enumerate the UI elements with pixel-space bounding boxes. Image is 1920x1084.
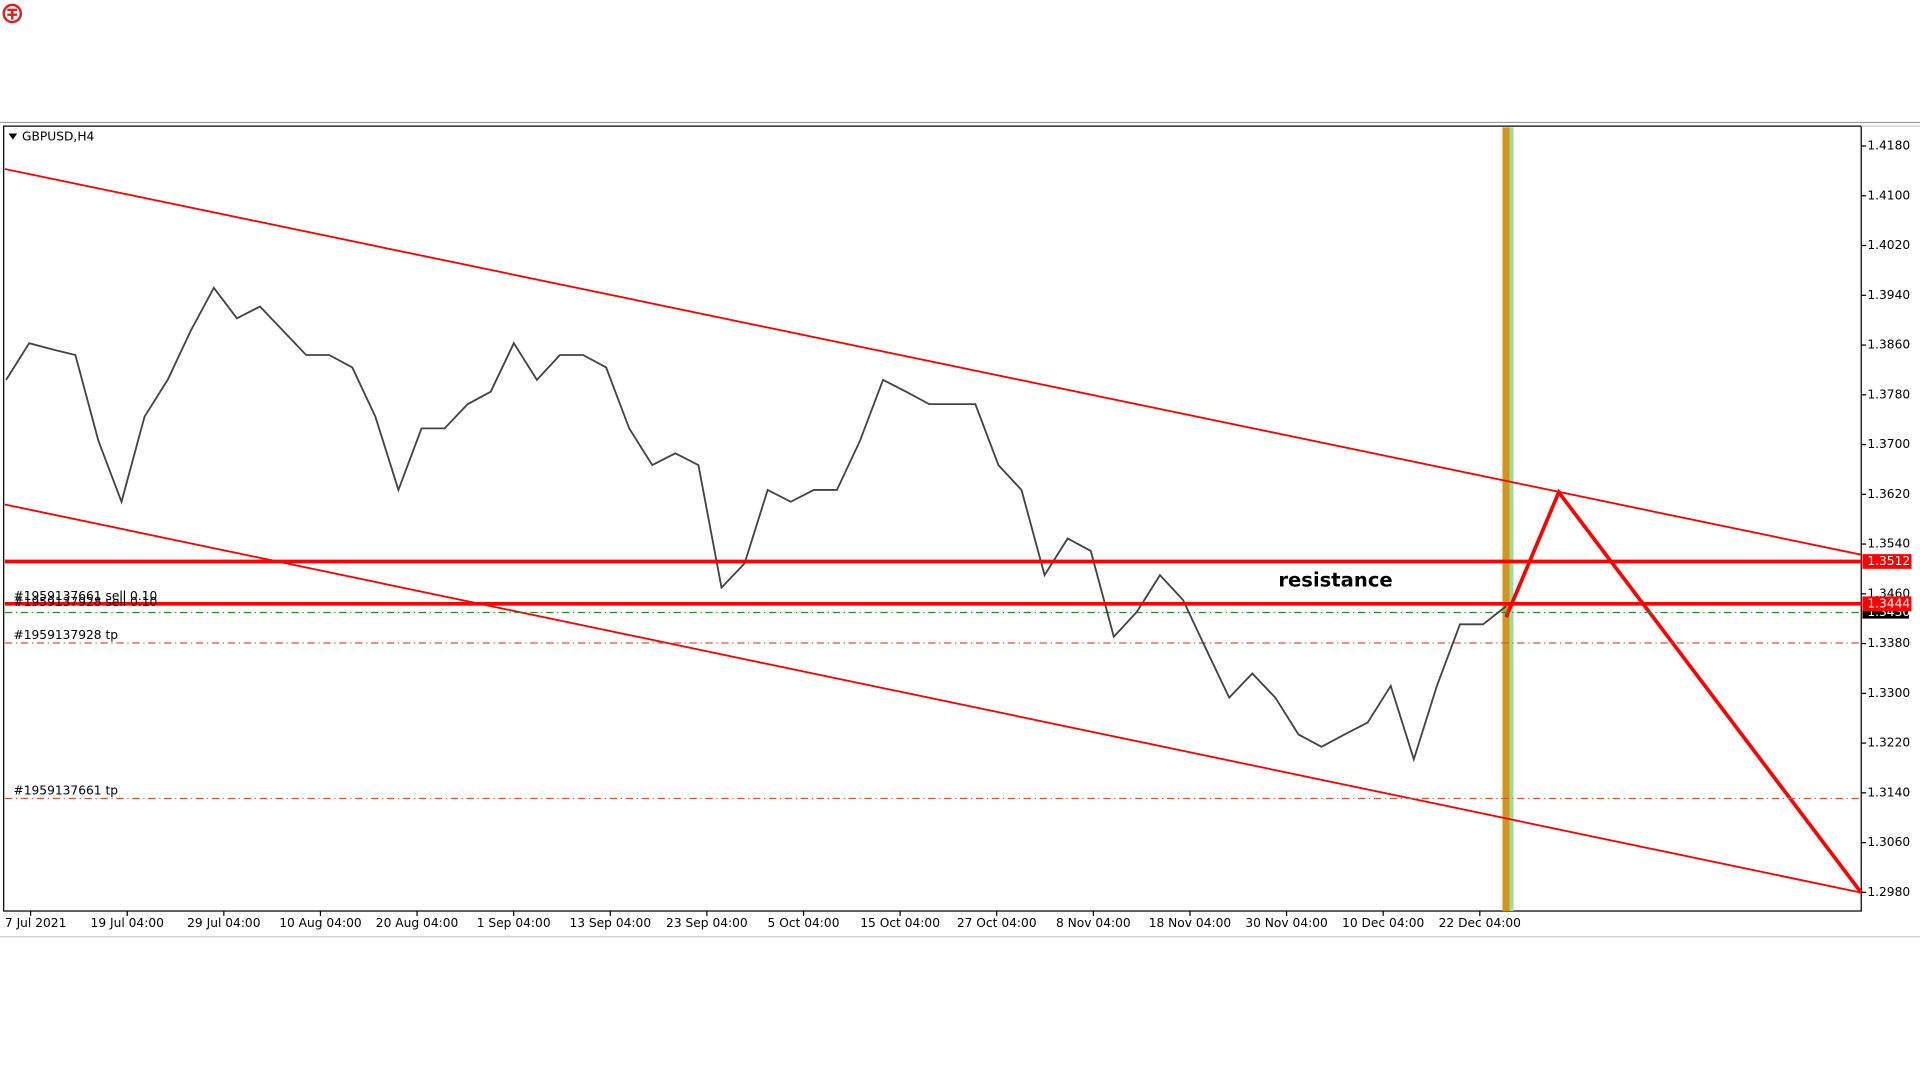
level-label: 1.3444 bbox=[1867, 596, 1910, 610]
x-tick-label: 27 Oct 04:00 bbox=[957, 916, 1037, 930]
channel-line bbox=[4, 168, 1862, 556]
y-tick-label: 1.3140 bbox=[1867, 785, 1910, 799]
chart-title: GBPUSD,H4 bbox=[22, 130, 94, 144]
x-tick-label: 22 Dec 04:00 bbox=[1439, 916, 1521, 930]
x-tick-label: 7 Jul 2021 bbox=[5, 916, 66, 930]
level-label-bg bbox=[1862, 554, 1912, 569]
y-tick-label: 1.4180 bbox=[1867, 139, 1910, 153]
x-tick-label: 13 Sep 04:00 bbox=[569, 916, 651, 930]
y-tick-label: 1.4100 bbox=[1867, 188, 1910, 202]
y-tick-label: 1.3940 bbox=[1867, 288, 1910, 302]
y-tick-label: 1.3860 bbox=[1867, 338, 1910, 352]
x-tick-label: 8 Nov 04:00 bbox=[1056, 916, 1131, 930]
y-tick-label: 1.3540 bbox=[1867, 537, 1910, 551]
order-label: #1959137928 sell 0.10 bbox=[13, 595, 157, 609]
x-tick-label: 18 Nov 04:00 bbox=[1149, 916, 1231, 930]
annotation: resistance bbox=[1278, 569, 1392, 592]
y-tick-label: 1.3060 bbox=[1867, 835, 1910, 849]
x-tick-label: 10 Dec 04:00 bbox=[1342, 916, 1424, 930]
price-line bbox=[5, 286, 1507, 763]
x-tick-label: 30 Nov 04:00 bbox=[1245, 916, 1327, 930]
y-tick-label: 1.3700 bbox=[1867, 437, 1910, 451]
y-tick-label: 1.3220 bbox=[1867, 736, 1910, 750]
x-tick-label: 10 Aug 04:00 bbox=[279, 916, 362, 930]
level-label: 1.3512 bbox=[1867, 554, 1910, 568]
forecast-zigzag bbox=[1504, 488, 1863, 894]
y-tick-label: 1.3620 bbox=[1867, 487, 1910, 501]
y-tick-label: 1.2980 bbox=[1867, 885, 1910, 899]
period-separator bbox=[1509, 127, 1514, 912]
menu-arrow bbox=[8, 133, 18, 140]
x-tick-label: 29 Jul 04:00 bbox=[187, 916, 260, 930]
x-tick-label: 1 Sep 04:00 bbox=[477, 916, 551, 930]
tp-label: #1959137661 tp bbox=[13, 784, 118, 798]
plot: 1.4180 1.4100 1.4020 1.3940 1.3860 1.3780 1.37… bbox=[4, 139, 1912, 930]
x-tick-label: 15 Oct 04:00 bbox=[860, 916, 940, 930]
period-separator bbox=[1502, 127, 1510, 912]
x-tick-label: 19 Jul 04:00 bbox=[91, 916, 164, 930]
y-tick-label: 1.3300 bbox=[1867, 686, 1910, 700]
y-tick-label: 1.3380 bbox=[1867, 636, 1910, 650]
order-label: #1959137661 sell 0.10 bbox=[13, 589, 157, 603]
y-tick-label: 1.4020 bbox=[1867, 238, 1910, 252]
y-tick-label: 1.3780 bbox=[1867, 387, 1910, 401]
plot-frame bbox=[3, 125, 1862, 912]
tp-label: #1959137928 tp bbox=[13, 628, 118, 642]
logo bbox=[2, 3, 23, 24]
x-tick-label: 20 Aug 04:00 bbox=[376, 916, 459, 930]
x-tick-label: 5 Oct 04:00 bbox=[768, 916, 840, 930]
channel-line bbox=[4, 503, 1862, 894]
x-tick-label: 23 Sep 04:00 bbox=[666, 916, 748, 930]
level-label-bg bbox=[1862, 596, 1912, 612]
